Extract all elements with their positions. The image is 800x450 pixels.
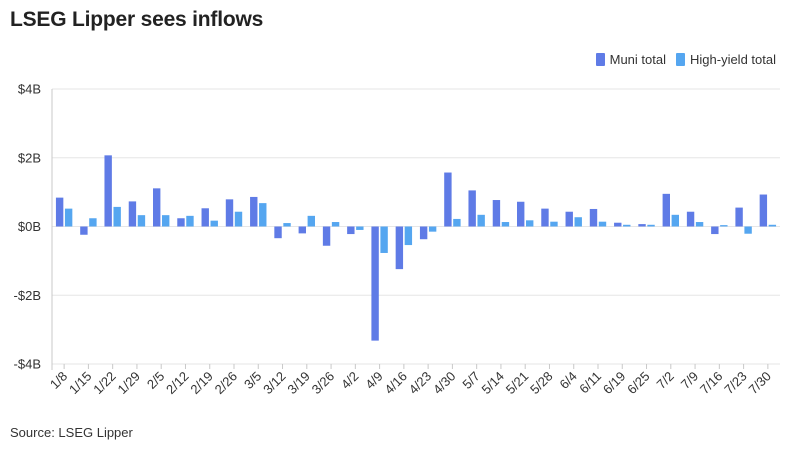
y-tick-label: $2B xyxy=(18,150,41,165)
bar-high-yield-total xyxy=(404,226,413,246)
x-tick-label: 4/2 xyxy=(338,369,361,392)
chart-legend: Muni total High-yield total xyxy=(595,52,776,67)
bar-muni-total xyxy=(589,208,598,227)
bar-muni-total xyxy=(80,226,88,235)
bar-high-yield-total xyxy=(695,222,704,227)
x-tick-label: 2/26 xyxy=(212,369,241,398)
x-tick-label: 1/15 xyxy=(66,369,95,398)
x-tick-label: 7/30 xyxy=(745,369,774,398)
legend-label-high-yield: High-yield total xyxy=(690,52,776,67)
bar-muni-total xyxy=(444,172,452,227)
x-tick-label: 4/23 xyxy=(406,369,435,398)
x-tick-label: 6/25 xyxy=(624,369,653,398)
bar-muni-total xyxy=(541,208,549,227)
bar-high-yield-total xyxy=(623,224,631,227)
bar-high-yield-total xyxy=(234,211,243,227)
bar-muni-total xyxy=(225,199,234,227)
x-tick-label: 7/23 xyxy=(721,369,750,398)
x-tick-label: 4/30 xyxy=(430,369,459,398)
bar-high-yield-total xyxy=(283,223,291,227)
bar-muni-total xyxy=(614,222,622,227)
bar-high-yield-total xyxy=(720,225,728,227)
bar-high-yield-total xyxy=(477,214,485,227)
bar-high-yield-total xyxy=(331,222,340,227)
legend-swatch-muni xyxy=(595,53,605,66)
x-tick-label: 5/28 xyxy=(527,369,556,398)
bar-muni-total xyxy=(638,224,646,227)
legend-item-muni: Muni total xyxy=(595,52,666,67)
legend-label-muni: Muni total xyxy=(609,52,666,67)
bar-muni-total xyxy=(128,201,137,227)
x-tick-label: 4/16 xyxy=(381,369,410,398)
bar-muni-total xyxy=(104,155,112,227)
bar-high-yield-total xyxy=(768,224,777,227)
bar-muni-total xyxy=(177,218,185,227)
x-tick-label: 1/22 xyxy=(90,369,119,398)
legend-swatch-high-yield xyxy=(676,53,685,66)
bar-high-yield-total xyxy=(744,226,752,234)
x-tick-label: 5/14 xyxy=(479,369,508,398)
bar-high-yield-total xyxy=(574,217,582,227)
x-tick-label: 6/4 xyxy=(556,369,579,392)
bar-high-yield-total xyxy=(186,215,194,227)
x-tick-label: 1/29 xyxy=(115,369,144,398)
x-tick-label: 3/12 xyxy=(260,369,289,398)
bar-muni-total xyxy=(759,194,768,227)
bar-high-yield-total xyxy=(598,221,607,227)
x-tick-label: 3/19 xyxy=(284,369,313,398)
x-tick-label: 6/11 xyxy=(576,369,604,397)
x-tick-label: 5/21 xyxy=(503,369,532,398)
bar-muni-total xyxy=(517,201,525,227)
bar-muni-total xyxy=(153,188,161,227)
bar-muni-total xyxy=(468,190,476,227)
bar-high-yield-total xyxy=(210,220,218,227)
bar-muni-total xyxy=(298,226,306,234)
x-tick-label: 2/12 xyxy=(163,369,192,398)
y-tick-label: $0B xyxy=(18,219,41,234)
bar-high-yield-total xyxy=(380,226,388,253)
bar-high-yield-total xyxy=(647,224,655,227)
source-note: Source: LSEG Lipper xyxy=(10,425,133,440)
bar-muni-total xyxy=(250,196,258,227)
bar-high-yield-total xyxy=(356,226,364,230)
bar-muni-total xyxy=(565,211,573,227)
bar-high-yield-total xyxy=(89,218,97,227)
bar-high-yield-total xyxy=(259,203,267,227)
x-tick-label: 2/19 xyxy=(187,369,216,398)
chart-title: LSEG Lipper sees inflows xyxy=(10,8,264,31)
bar-high-yield-total xyxy=(550,221,558,227)
bar-muni-total xyxy=(322,226,331,246)
bar-muni-total xyxy=(201,208,209,227)
bar-high-yield-total xyxy=(162,215,170,227)
y-tick-label: -$4B xyxy=(14,357,41,372)
bar-high-yield-total xyxy=(526,220,534,227)
bar-muni-total xyxy=(686,211,695,227)
bar-muni-total xyxy=(735,207,743,227)
bar-muni-total xyxy=(395,226,404,270)
bar-high-yield-total xyxy=(307,215,315,227)
bar-muni-total xyxy=(274,226,282,239)
x-tick-label: 3/26 xyxy=(309,369,338,398)
legend-item-high-yield: High-yield total xyxy=(676,52,776,67)
bar-muni-total xyxy=(347,226,355,235)
bar-high-yield-total xyxy=(501,222,510,227)
bar-muni-total xyxy=(55,197,64,227)
x-tick-label: 7/16 xyxy=(697,369,726,398)
bar-high-yield-total xyxy=(113,206,121,227)
bar-muni-total xyxy=(492,200,501,227)
x-tick-label: 6/19 xyxy=(600,369,629,398)
bar-muni-total xyxy=(371,226,379,341)
bar-high-yield-total xyxy=(671,214,679,227)
y-tick-label: $4B xyxy=(18,82,41,97)
bar-high-yield-total xyxy=(428,226,437,232)
x-tick-label: 7/2 xyxy=(654,369,677,392)
bar-muni-total xyxy=(711,226,719,235)
bar-muni-total xyxy=(419,226,428,240)
y-tick-label: -$2B xyxy=(14,288,41,303)
bar-high-yield-total xyxy=(137,215,146,227)
bar-muni-total xyxy=(662,193,670,227)
bar-high-yield-total xyxy=(64,208,73,227)
bar-high-yield-total xyxy=(453,218,461,227)
